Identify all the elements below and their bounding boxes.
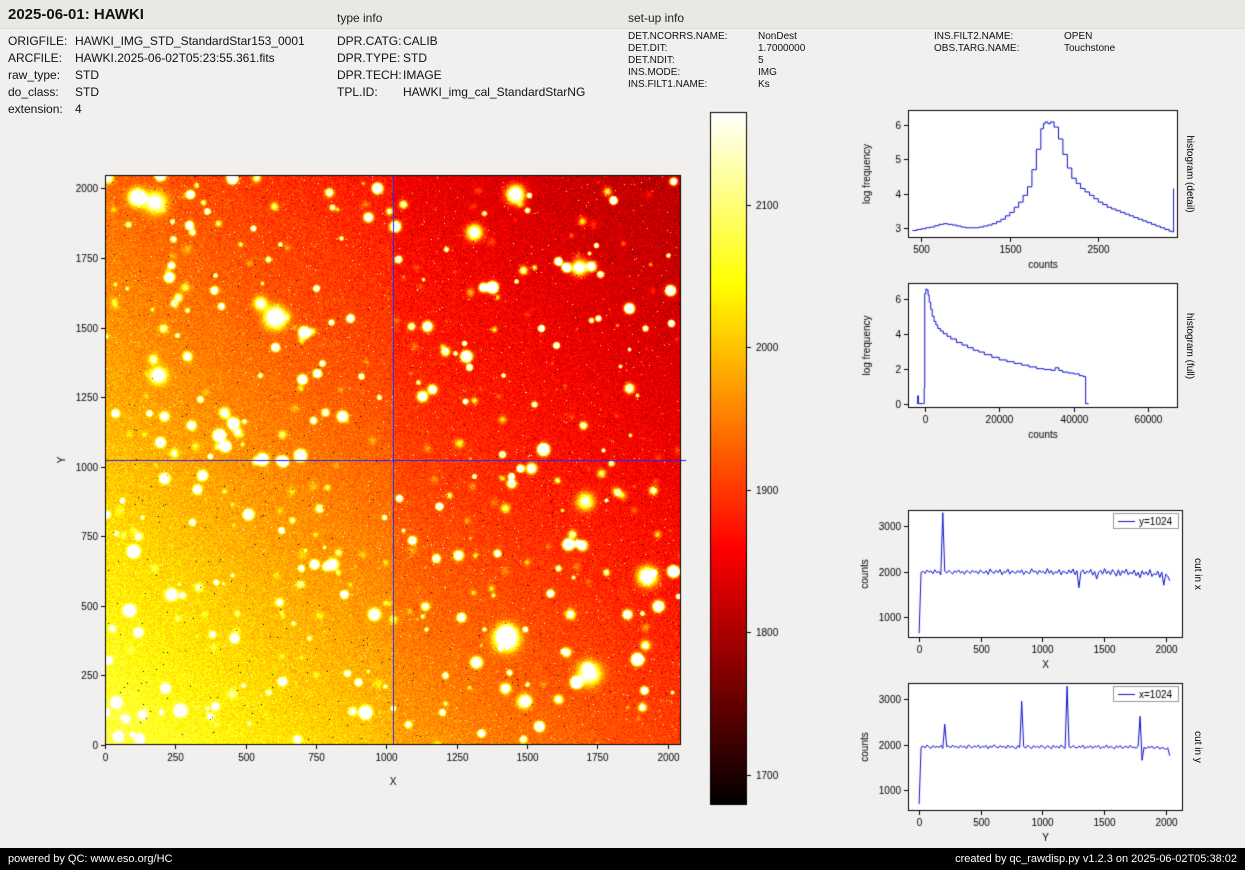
detector-image-plot	[55, 158, 700, 798]
field-value: HAWKI_IMG_STD_StandardStar153_0001	[75, 34, 305, 48]
field-label: DPR.TYPE:	[337, 51, 401, 65]
field-value: HAWKI_img_cal_StandardStarNG	[403, 85, 586, 99]
footer-bar: powered by QC: www.eso.org/HC created by…	[0, 848, 1245, 870]
field-value: OPEN	[1064, 31, 1093, 42]
setup-info-row: DET.DIT: 1.7000000	[628, 43, 805, 55]
cut-in-x-side-label: cut in x	[1192, 558, 1203, 590]
field-label: INS.FILT1.NAME:	[628, 79, 708, 90]
field-label: OBS.TARG.NAME:	[934, 43, 1020, 54]
cut-in-y-side-label: cut in y	[1192, 731, 1203, 763]
field-value: STD	[403, 51, 427, 65]
histogram-full-side-label: histogram (full)	[1184, 312, 1195, 380]
setup-info-block-col2: INS.FILT2.NAME: OPEN OBS.TARG.NAME: Touchs…	[934, 31, 1115, 55]
field-label: DPR.TECH:	[337, 68, 402, 82]
field-label: DET.NDIT:	[628, 55, 675, 66]
type-info-block: DPR.CATG: CALIB DPR.TYPE: STD DPR.TECH: IMA…	[337, 33, 585, 101]
field-label: DET.NCORRS.NAME:	[628, 31, 728, 42]
setup-info-row: DET.NDIT: 5	[628, 55, 805, 67]
cut-in-y-chart	[854, 671, 1191, 858]
field-value: 1.7000000	[758, 43, 806, 54]
type-info-heading: type info	[337, 11, 383, 25]
setup-info-heading: set-up info	[628, 11, 685, 25]
field-label: DPR.CATG:	[337, 34, 402, 48]
field-label: INS.MODE:	[628, 67, 681, 78]
field-label: ORIGFILE:	[8, 34, 68, 48]
footer-qc-link[interactable]: powered by QC: www.eso.org/HC	[8, 853, 173, 865]
type-info-row: DPR.TYPE: STD	[337, 50, 585, 67]
field-value: STD	[75, 68, 99, 82]
file-info-row: ARCFILE: HAWKI.2025-06-02T05:23:55.361.fi…	[8, 50, 305, 67]
field-value: IMAGE	[403, 68, 442, 82]
field-label: raw_type:	[8, 68, 61, 82]
field-label: DET.DIT:	[628, 43, 668, 54]
field-value: Ks	[758, 79, 770, 90]
file-info-block: ORIGFILE: HAWKI_IMG_STD_StandardStar153_0…	[8, 33, 305, 118]
field-label: do_class:	[8, 85, 59, 99]
header-strip	[0, 0, 1245, 29]
field-value: 4	[75, 102, 82, 116]
setup-info-row: INS.MODE: IMG	[628, 67, 805, 79]
colorbar	[706, 103, 791, 815]
setup-info-row: OBS.TARG.NAME: Touchstone	[934, 43, 1115, 55]
field-value: Touchstone	[1064, 43, 1116, 54]
field-label: extension:	[8, 102, 63, 116]
file-info-row: raw_type: STD	[8, 67, 305, 84]
field-value: NonDest	[758, 31, 797, 42]
file-info-row: do_class: STD	[8, 84, 305, 101]
setup-info-row: INS.FILT2.NAME: OPEN	[934, 31, 1115, 43]
setup-info-block-col1: DET.NCORRS.NAME: NonDest DET.DIT: 1.700000…	[628, 31, 805, 91]
file-info-row: extension: 4	[8, 101, 305, 118]
histogram-detail-side-label: histogram (detail)	[1184, 135, 1195, 213]
field-label: INS.FILT2.NAME:	[934, 31, 1014, 42]
field-value: IMG	[758, 67, 777, 78]
field-value: STD	[75, 85, 99, 99]
type-info-row: DPR.TECH: IMAGE	[337, 67, 585, 84]
cut-in-x-chart	[854, 498, 1191, 685]
field-value: HAWKI.2025-06-02T05:23:55.361.fits	[75, 51, 275, 65]
setup-info-row: DET.NCORRS.NAME: NonDest	[628, 31, 805, 43]
field-value: 5	[758, 55, 764, 66]
footer-created-by: created by qc_rawdisp.py v1.2.3 on 2025-…	[955, 853, 1237, 865]
setup-info-row: INS.FILT1.NAME: Ks	[628, 79, 805, 91]
histogram-full-chart	[856, 273, 1186, 453]
field-value: CALIB	[403, 34, 438, 48]
field-label: ARCFILE:	[8, 51, 63, 65]
type-info-row: DPR.CATG: CALIB	[337, 33, 585, 50]
page-title: 2025-06-01: HAWKI	[8, 6, 144, 23]
file-info-row: ORIGFILE: HAWKI_IMG_STD_StandardStar153_0…	[8, 33, 305, 50]
type-info-row: TPL.ID: HAWKI_img_cal_StandardStarNG	[337, 84, 585, 101]
field-label: TPL.ID:	[337, 85, 378, 99]
histogram-detail-chart	[856, 100, 1186, 280]
